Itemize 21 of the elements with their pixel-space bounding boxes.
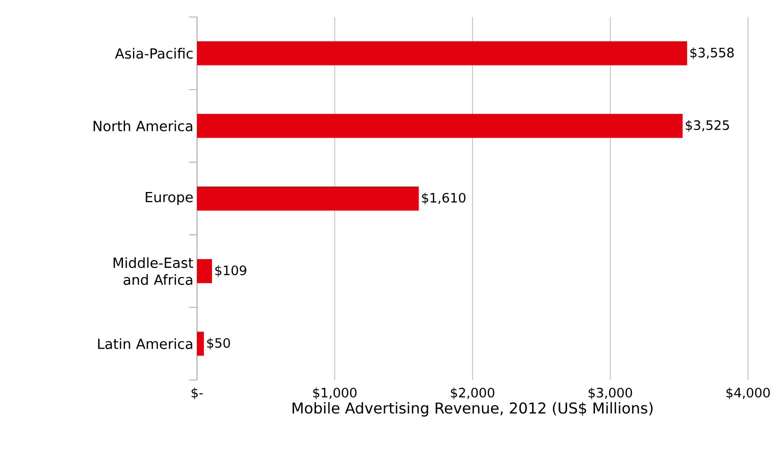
x-tick-label: $2,000 <box>450 388 494 400</box>
data-label: $3,525 <box>686 120 729 132</box>
x-tick-label: $4,000 <box>726 388 770 400</box>
y-tick-label: Middle-East and Africa <box>114 257 194 285</box>
data-label: $109 <box>215 265 246 277</box>
bar <box>197 186 419 211</box>
y-tick-label: Asia-Pacific <box>114 48 193 59</box>
data-label: $50 <box>207 338 230 350</box>
bar <box>197 114 683 138</box>
y-tick-label: Latin America <box>98 338 192 350</box>
bar <box>197 41 688 66</box>
y-tick-label: Europe <box>146 192 193 206</box>
x-tick-label: $- <box>192 388 203 400</box>
data-label: $1,610 <box>422 192 466 204</box>
bar <box>197 259 212 284</box>
y-tick-label: North America <box>94 120 192 132</box>
bar <box>197 332 204 356</box>
x-axis-title: Mobile Advertising Revenue, 2012 (US$ Millions) <box>292 402 653 417</box>
x-tick-label: $1,000 <box>313 388 357 400</box>
data-label: $3,558 <box>690 47 734 60</box>
x-tick-label: $3,000 <box>588 388 632 400</box>
